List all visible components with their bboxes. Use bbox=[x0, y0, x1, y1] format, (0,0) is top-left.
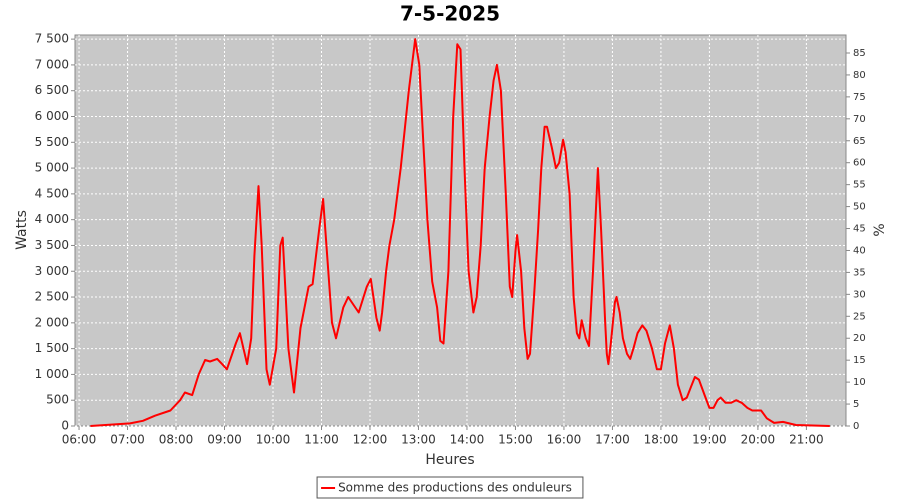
y-axis-label: Watts bbox=[14, 210, 30, 250]
y2-tick-label: 5 bbox=[853, 399, 859, 410]
y2-tick-label: 80 bbox=[853, 70, 866, 81]
x-tick-label: 17:00 bbox=[595, 433, 630, 447]
y-tick-label: 6 500 bbox=[35, 83, 69, 97]
x-tick-label: 06:00 bbox=[62, 433, 97, 447]
y2-tick-label: 85 bbox=[853, 48, 866, 59]
legend-box bbox=[316, 476, 584, 499]
x-tick-label: 21:00 bbox=[789, 433, 824, 447]
x-tick-label: 15:00 bbox=[498, 433, 533, 447]
x-tick-label: 12:00 bbox=[353, 433, 388, 447]
y-tick-label: 4 000 bbox=[35, 212, 69, 226]
y-tick-label: 2 500 bbox=[35, 290, 69, 304]
data-line bbox=[90, 38, 830, 427]
y2-tick-label: 15 bbox=[853, 355, 866, 366]
chart-title: 7-5-2025 bbox=[400, 2, 500, 26]
x-tick-label: 11:00 bbox=[304, 433, 339, 447]
y-tick-label: 7 500 bbox=[35, 32, 69, 46]
y2-tick-label: 30 bbox=[853, 289, 866, 300]
y-tick-label: 1 500 bbox=[35, 341, 69, 355]
y-tick-label: 6 000 bbox=[35, 109, 69, 123]
y2-tick-label: 25 bbox=[853, 311, 866, 322]
y-tick-label: 2 000 bbox=[35, 315, 69, 329]
x-tick-label: 14:00 bbox=[450, 433, 485, 447]
y-tick-label: 0 bbox=[61, 419, 69, 433]
x-tick-label: 07:00 bbox=[110, 433, 145, 447]
y2-tick-label: 65 bbox=[853, 136, 866, 147]
y-tick-label: 7 000 bbox=[35, 57, 69, 71]
y-tick-label: 5 500 bbox=[35, 135, 69, 149]
x-tick-label: 20:00 bbox=[741, 433, 776, 447]
y2-tick-label: 35 bbox=[853, 267, 866, 278]
x-tick-label: 19:00 bbox=[692, 433, 727, 447]
y-tick-label: 500 bbox=[46, 393, 69, 407]
y-tick-label: 5 000 bbox=[35, 161, 69, 175]
y-tick-label: 4 500 bbox=[35, 186, 69, 200]
y-tick-label: 3 000 bbox=[35, 264, 69, 278]
y2-tick-label: 60 bbox=[853, 158, 866, 169]
legend-label: Somme des productions des onduleurs bbox=[338, 481, 572, 495]
x-tick-label: 08:00 bbox=[159, 433, 194, 447]
y2-tick-label: 10 bbox=[853, 377, 866, 388]
legend: Somme des productions des onduleurs bbox=[316, 476, 584, 499]
grid bbox=[71, 35, 850, 430]
x-axis-label: Heures bbox=[425, 452, 474, 468]
x-tick-label: 18:00 bbox=[644, 433, 679, 447]
y2-tick-label: 40 bbox=[853, 245, 866, 256]
marks bbox=[90, 38, 830, 427]
y2-tick-label: 55 bbox=[853, 180, 866, 191]
x-tick-label: 13:00 bbox=[401, 433, 436, 447]
y2-tick-label: 45 bbox=[853, 224, 866, 235]
x-tick-label: 16:00 bbox=[547, 433, 582, 447]
y2-tick-label: 20 bbox=[853, 333, 866, 344]
y2-tick-label: 50 bbox=[853, 202, 866, 213]
y2-axis-label: % bbox=[872, 223, 888, 236]
y2-tick-label: 70 bbox=[853, 114, 866, 125]
y-tick-label: 3 500 bbox=[35, 238, 69, 252]
plot-area bbox=[74, 34, 847, 427]
y2-tick-label: 75 bbox=[853, 92, 866, 103]
y2-tick-label: 0 bbox=[853, 421, 859, 432]
x-tick-label: 09:00 bbox=[207, 433, 242, 447]
y-tick-label: 1 000 bbox=[35, 367, 69, 381]
x-tick-label: 10:00 bbox=[256, 433, 291, 447]
